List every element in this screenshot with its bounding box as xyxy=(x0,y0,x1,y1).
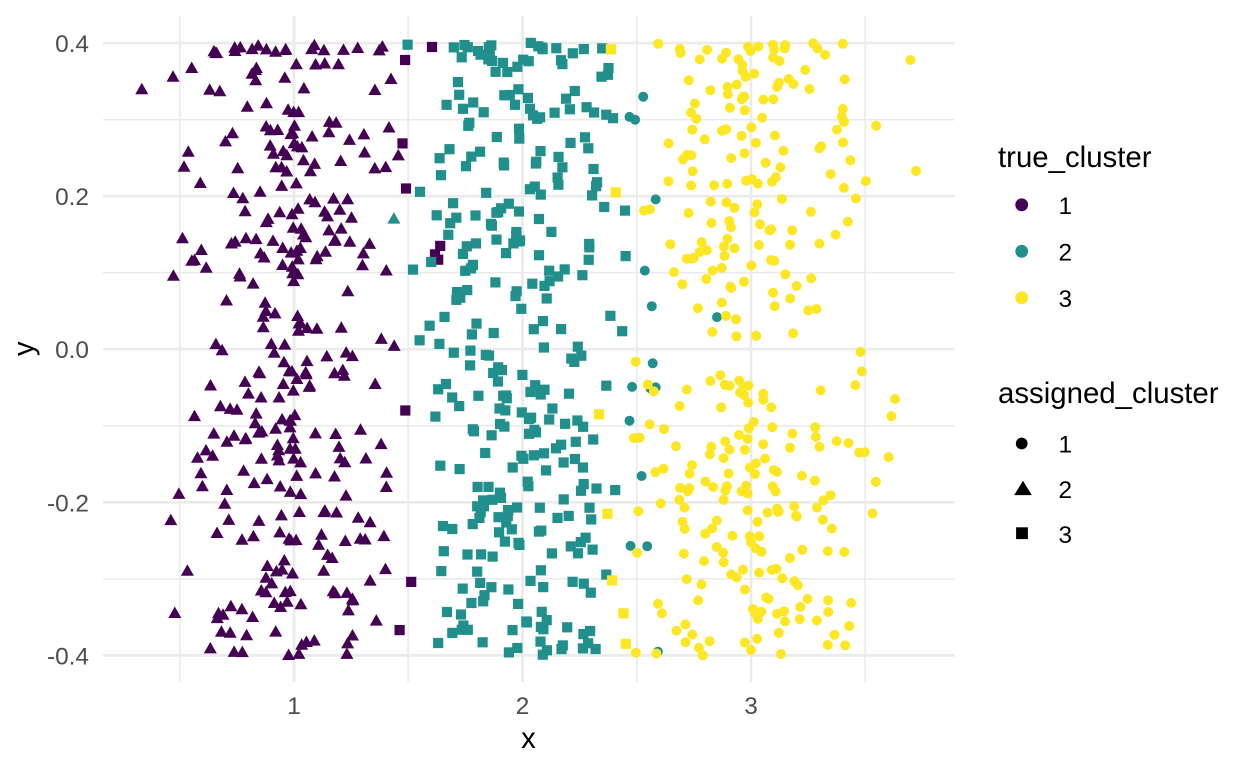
svg-text:x: x xyxy=(521,722,536,755)
svg-text:3: 3 xyxy=(1059,522,1073,549)
svg-text:2: 2 xyxy=(1059,477,1073,504)
svg-text:1: 1 xyxy=(1059,193,1073,220)
svg-text:-0.2: -0.2 xyxy=(47,490,89,517)
svg-text:true_cluster: true_cluster xyxy=(998,141,1152,174)
svg-text:assigned_cluster: assigned_cluster xyxy=(998,377,1219,410)
svg-text:y: y xyxy=(8,341,41,356)
svg-text:3: 3 xyxy=(744,693,758,720)
svg-text:0.0: 0.0 xyxy=(55,337,89,364)
svg-text:0.4: 0.4 xyxy=(55,31,89,58)
svg-text:2: 2 xyxy=(516,693,530,720)
svg-text:2: 2 xyxy=(1059,240,1073,267)
svg-text:-0.4: -0.4 xyxy=(47,643,89,670)
svg-text:1: 1 xyxy=(287,693,301,720)
svg-text:0.2: 0.2 xyxy=(55,184,89,211)
svg-text:3: 3 xyxy=(1059,286,1073,313)
svg-text:1: 1 xyxy=(1059,432,1073,459)
